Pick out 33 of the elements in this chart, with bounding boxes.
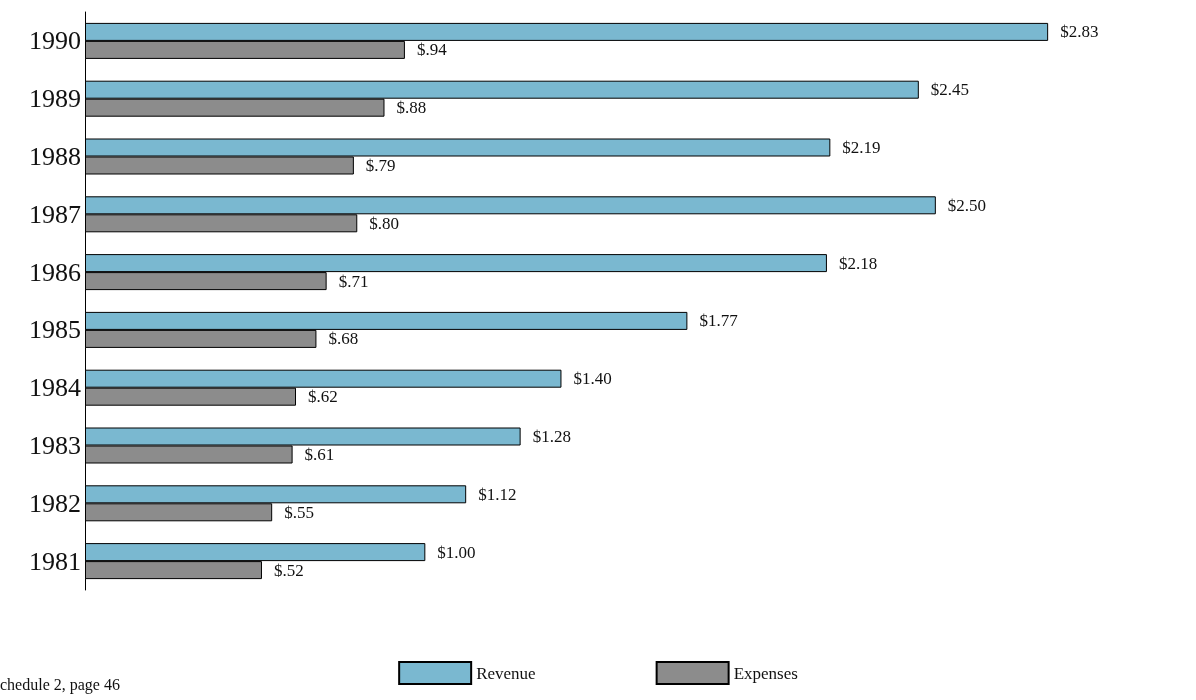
data-label: $.88 [396, 98, 427, 118]
data-label: $2.50 [947, 195, 987, 215]
y-tick-label: 1990 [29, 26, 81, 56]
data-label: $.55 [284, 502, 314, 522]
data-label: $.68 [328, 329, 359, 349]
y-tick-label: 1981 [29, 546, 81, 576]
legend-label: Revenue [476, 663, 536, 683]
data-label: $1.12 [478, 484, 517, 504]
y-tick-label: 1983 [29, 431, 81, 460]
data-label: $1.77 [699, 311, 739, 331]
data-label: $.71 [338, 271, 369, 291]
data-label: $.62 [308, 387, 338, 407]
data-label: $.61 [304, 445, 335, 464]
data-label: $.80 [369, 213, 400, 233]
y-tick-label: 1988 [29, 142, 81, 171]
y-tick-label: 1989 [29, 84, 81, 114]
text: chedule 2, page 46 [0, 675, 120, 694]
data-label: $2.18 [838, 253, 878, 273]
y-tick-label: 1986 [29, 257, 81, 287]
y-tick-label: 1982 [29, 488, 81, 518]
data-label: $1.40 [573, 369, 612, 389]
data-label: $.52 [273, 560, 304, 580]
y-tick-label: 1987 [29, 199, 81, 229]
legend-label: Expenses [733, 663, 798, 683]
data-label: $2.83 [1060, 22, 1099, 42]
data-label: $2.45 [930, 80, 970, 100]
data-label: $2.19 [842, 138, 881, 157]
data-label: $1.28 [532, 427, 571, 446]
y-tick-label: 1984 [29, 373, 81, 403]
data-label: $.94 [416, 40, 448, 60]
y-tick-label: 1985 [29, 315, 81, 345]
data-label: $.79 [365, 156, 396, 175]
data-label: $1.00 [437, 542, 476, 562]
